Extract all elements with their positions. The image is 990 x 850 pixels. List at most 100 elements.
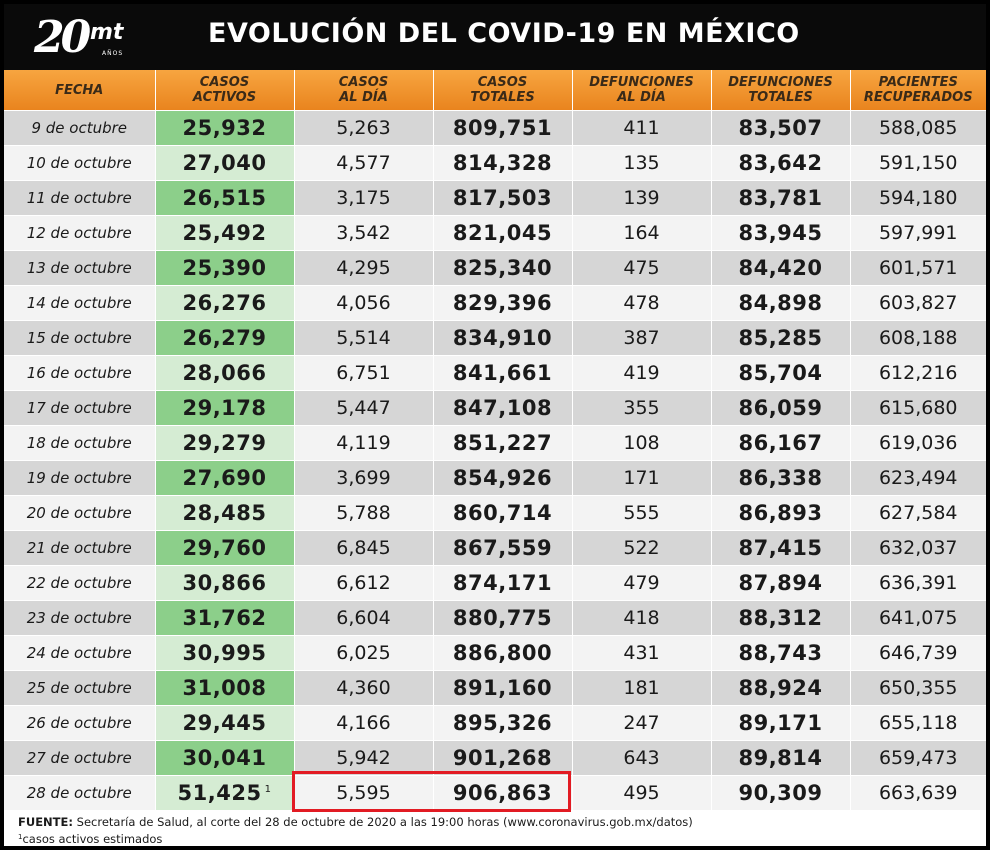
cell-value: 4,360 (336, 677, 391, 699)
cell-value: 25 de octubre (26, 679, 132, 697)
cell-casos-activos: 27,040 (154, 145, 294, 181)
cell-value: 650,355 (878, 677, 958, 699)
cell-value: 646,739 (878, 642, 958, 664)
cell-value: 25,492 (182, 221, 267, 245)
cell-defunciones-al-dia: 495 (571, 775, 711, 810)
cell-value: 814,328 (452, 151, 553, 175)
col-header-defunciones-totales: DEFUNCIONES TOTALES (710, 70, 850, 111)
cell-value: 28,066 (182, 361, 267, 385)
cell-value: 825,340 (452, 256, 553, 280)
cell-fecha: 11 de octubre (4, 180, 155, 216)
cell-value: 26,276 (182, 291, 267, 315)
cell-value: 18 de octubre (26, 434, 132, 452)
footnote-mark: 1 (18, 833, 23, 841)
cell-value: 597,991 (878, 222, 958, 244)
cell-value: 108 (623, 432, 660, 454)
cell-value: 29,760 (182, 536, 267, 560)
cell-casos-activos: 29,760 (154, 530, 294, 566)
cell-pacientes-recuperados: 663,639 (849, 775, 986, 810)
cell-value: 411 (623, 117, 660, 139)
cell-value: 3,175 (336, 187, 391, 209)
cell-casos-activos: 27,690 (154, 460, 294, 496)
cell-defunciones-al-dia: 164 (571, 215, 711, 251)
cell-value: 615,680 (878, 397, 958, 419)
cell-value: 555 (623, 502, 660, 524)
cell-value: 11 de octubre (26, 189, 132, 207)
cell-defunciones-al-dia: 419 (571, 355, 711, 391)
cell-fecha: 26 de octubre (4, 705, 155, 741)
cell-value: 475 (623, 257, 660, 279)
cell-defunciones-al-dia: 478 (571, 285, 711, 321)
cell-value: 28 de octubre (26, 784, 132, 802)
cell-value: 663,639 (878, 782, 958, 804)
cell-pacientes-recuperados: 601,571 (849, 250, 986, 286)
cell-defunciones-totales: 84,420 (710, 250, 850, 286)
cell-value: 27,040 (182, 151, 267, 175)
cell-value: 51,425 (177, 781, 262, 805)
cell-pacientes-recuperados: 641,075 (849, 600, 986, 636)
cell-casos-activos: 51,425 1 (154, 775, 294, 810)
cell-value: 418 (623, 607, 660, 629)
cell-value: 387 (623, 327, 660, 349)
cell-defunciones-totales: 89,171 (710, 705, 850, 741)
cell-value: 5,788 (336, 502, 391, 524)
cell-pacientes-recuperados: 623,494 (849, 460, 986, 496)
cell-value: 83,507 (738, 116, 823, 140)
cell-value: 83,945 (738, 221, 823, 245)
cell-casos-totales: 809,751 (432, 110, 572, 146)
cell-value: 31,762 (182, 606, 267, 630)
cell-casos-al-dia: 3,542 (293, 215, 433, 251)
cell-casos-al-dia: 4,119 (293, 425, 433, 461)
cell-casos-activos: 28,485 (154, 495, 294, 531)
table-row: 9 de octubre 25,932 5,263 809,751 411 83,507 5… (4, 110, 986, 146)
cell-casos-al-dia: 3,175 (293, 180, 433, 216)
cell-casos-activos: 26,276 (154, 285, 294, 321)
cell-defunciones-al-dia: 135 (571, 145, 711, 181)
cell-defunciones-al-dia: 479 (571, 565, 711, 601)
cell-value: 86,338 (738, 466, 823, 490)
cell-defunciones-totales: 87,415 (710, 530, 850, 566)
cell-value: 834,910 (452, 326, 553, 350)
cell-value: 809,751 (452, 116, 553, 140)
cell-casos-activos: 31,008 (154, 670, 294, 706)
cell-pacientes-recuperados: 597,991 (849, 215, 986, 251)
cell-fecha: 28 de octubre (4, 775, 155, 810)
cell-value: 841,661 (452, 361, 553, 385)
cell-value: 16 de octubre (26, 364, 132, 382)
cell-casos-al-dia: 5,263 (293, 110, 433, 146)
cell-value: 3,542 (336, 222, 391, 244)
col-header-casos-totales: CASOS TOTALES (432, 70, 572, 111)
table-row: 25 de octubre 31,008 4,360 891,160 181 88,924… (4, 670, 986, 706)
cell-pacientes-recuperados: 591,150 (849, 145, 986, 181)
cell-defunciones-al-dia: 108 (571, 425, 711, 461)
logo-number: 20 (34, 12, 91, 63)
cell-value: 90,309 (738, 781, 823, 805)
cell-casos-activos: 30,995 (154, 635, 294, 671)
table-row: 22 de octubre 30,866 6,612 874,171 479 87,894… (4, 565, 986, 601)
cell-casos-al-dia: 6,751 (293, 355, 433, 391)
col-header-defunciones-al-dia: DEFUNCIONES AL DÍA (571, 70, 711, 111)
cell-casos-totales: 841,661 (432, 355, 572, 391)
cell-value: 895,326 (452, 711, 553, 735)
cell-casos-totales: 854,926 (432, 460, 572, 496)
cell-fecha: 20 de octubre (4, 495, 155, 531)
cell-value: 21 de octubre (26, 539, 132, 557)
footnote-text: casos activos estimados (22, 832, 163, 846)
cell-pacientes-recuperados: 632,037 (849, 530, 986, 566)
cell-value: 28,485 (182, 501, 267, 525)
cell-casos-activos: 25,932 (154, 110, 294, 146)
cell-casos-activos: 29,178 (154, 390, 294, 426)
cell-fecha: 14 de octubre (4, 285, 155, 321)
col-header-pacientes-recuperados: PACIENTES RECUPERADOS (849, 70, 986, 111)
table-row: 27 de octubre 30,041 5,942 901,268 643 89,814… (4, 740, 986, 776)
cell-defunciones-totales: 83,642 (710, 145, 850, 181)
cell-value: 588,085 (878, 117, 958, 139)
page-title: EVOLUCIÓN DEL COVID-19 EN MÉXICO (208, 18, 800, 49)
cell-value: 89,814 (738, 746, 823, 770)
table-row: 15 de octubre 26,279 5,514 834,910 387 85,285… (4, 320, 986, 356)
cell-value: 6,025 (336, 642, 391, 664)
cell-value: 86,893 (738, 501, 823, 525)
cell-value: 23 de octubre (26, 609, 132, 627)
cell-defunciones-totales: 86,338 (710, 460, 850, 496)
footnote-mark: 1 (264, 784, 272, 795)
